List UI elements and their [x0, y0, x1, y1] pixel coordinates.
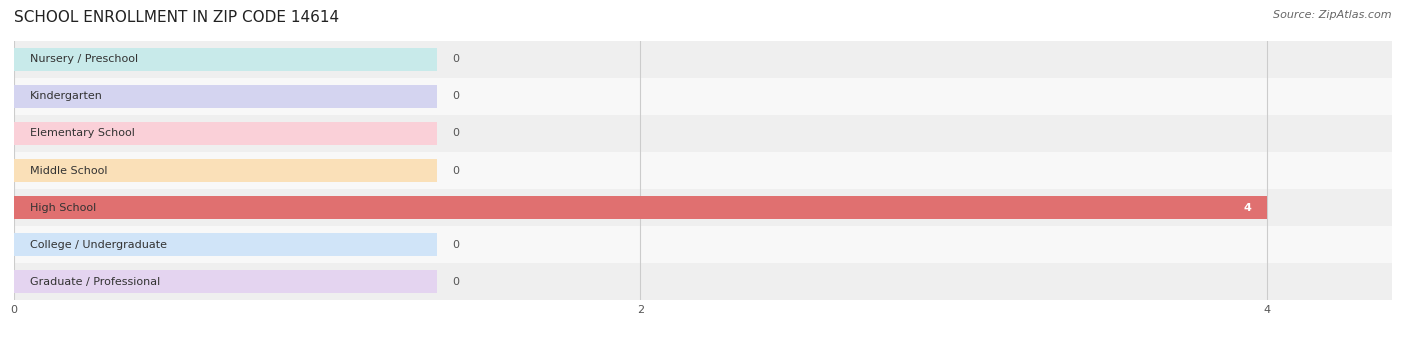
Text: College / Undergraduate: College / Undergraduate [30, 239, 167, 250]
Bar [14, 48, 437, 71]
Bar [14, 78, 1392, 115]
Bar [14, 115, 1392, 152]
Bar [14, 196, 1267, 219]
Text: Kindergarten: Kindergarten [30, 91, 103, 102]
Text: Source: ZipAtlas.com: Source: ZipAtlas.com [1274, 10, 1392, 20]
Text: 0: 0 [453, 165, 460, 176]
Bar [14, 189, 1392, 226]
Text: High School: High School [30, 203, 96, 212]
Bar [14, 85, 437, 107]
Text: 0: 0 [453, 91, 460, 102]
Bar [14, 226, 1392, 263]
Text: 0: 0 [453, 129, 460, 138]
Text: 4: 4 [1243, 203, 1251, 212]
Bar [14, 122, 437, 145]
Text: SCHOOL ENROLLMENT IN ZIP CODE 14614: SCHOOL ENROLLMENT IN ZIP CODE 14614 [14, 10, 339, 25]
Bar [14, 196, 437, 219]
Text: Nursery / Preschool: Nursery / Preschool [30, 55, 138, 64]
Text: 0: 0 [453, 239, 460, 250]
Text: Elementary School: Elementary School [30, 129, 135, 138]
Bar [14, 263, 1392, 300]
Bar [14, 152, 1392, 189]
Text: Middle School: Middle School [30, 165, 107, 176]
Text: 0: 0 [453, 277, 460, 286]
Bar [14, 234, 437, 256]
Bar [14, 159, 437, 182]
Bar [14, 41, 1392, 78]
Text: Graduate / Professional: Graduate / Professional [30, 277, 160, 286]
Text: 0: 0 [453, 55, 460, 64]
Bar [14, 270, 437, 293]
